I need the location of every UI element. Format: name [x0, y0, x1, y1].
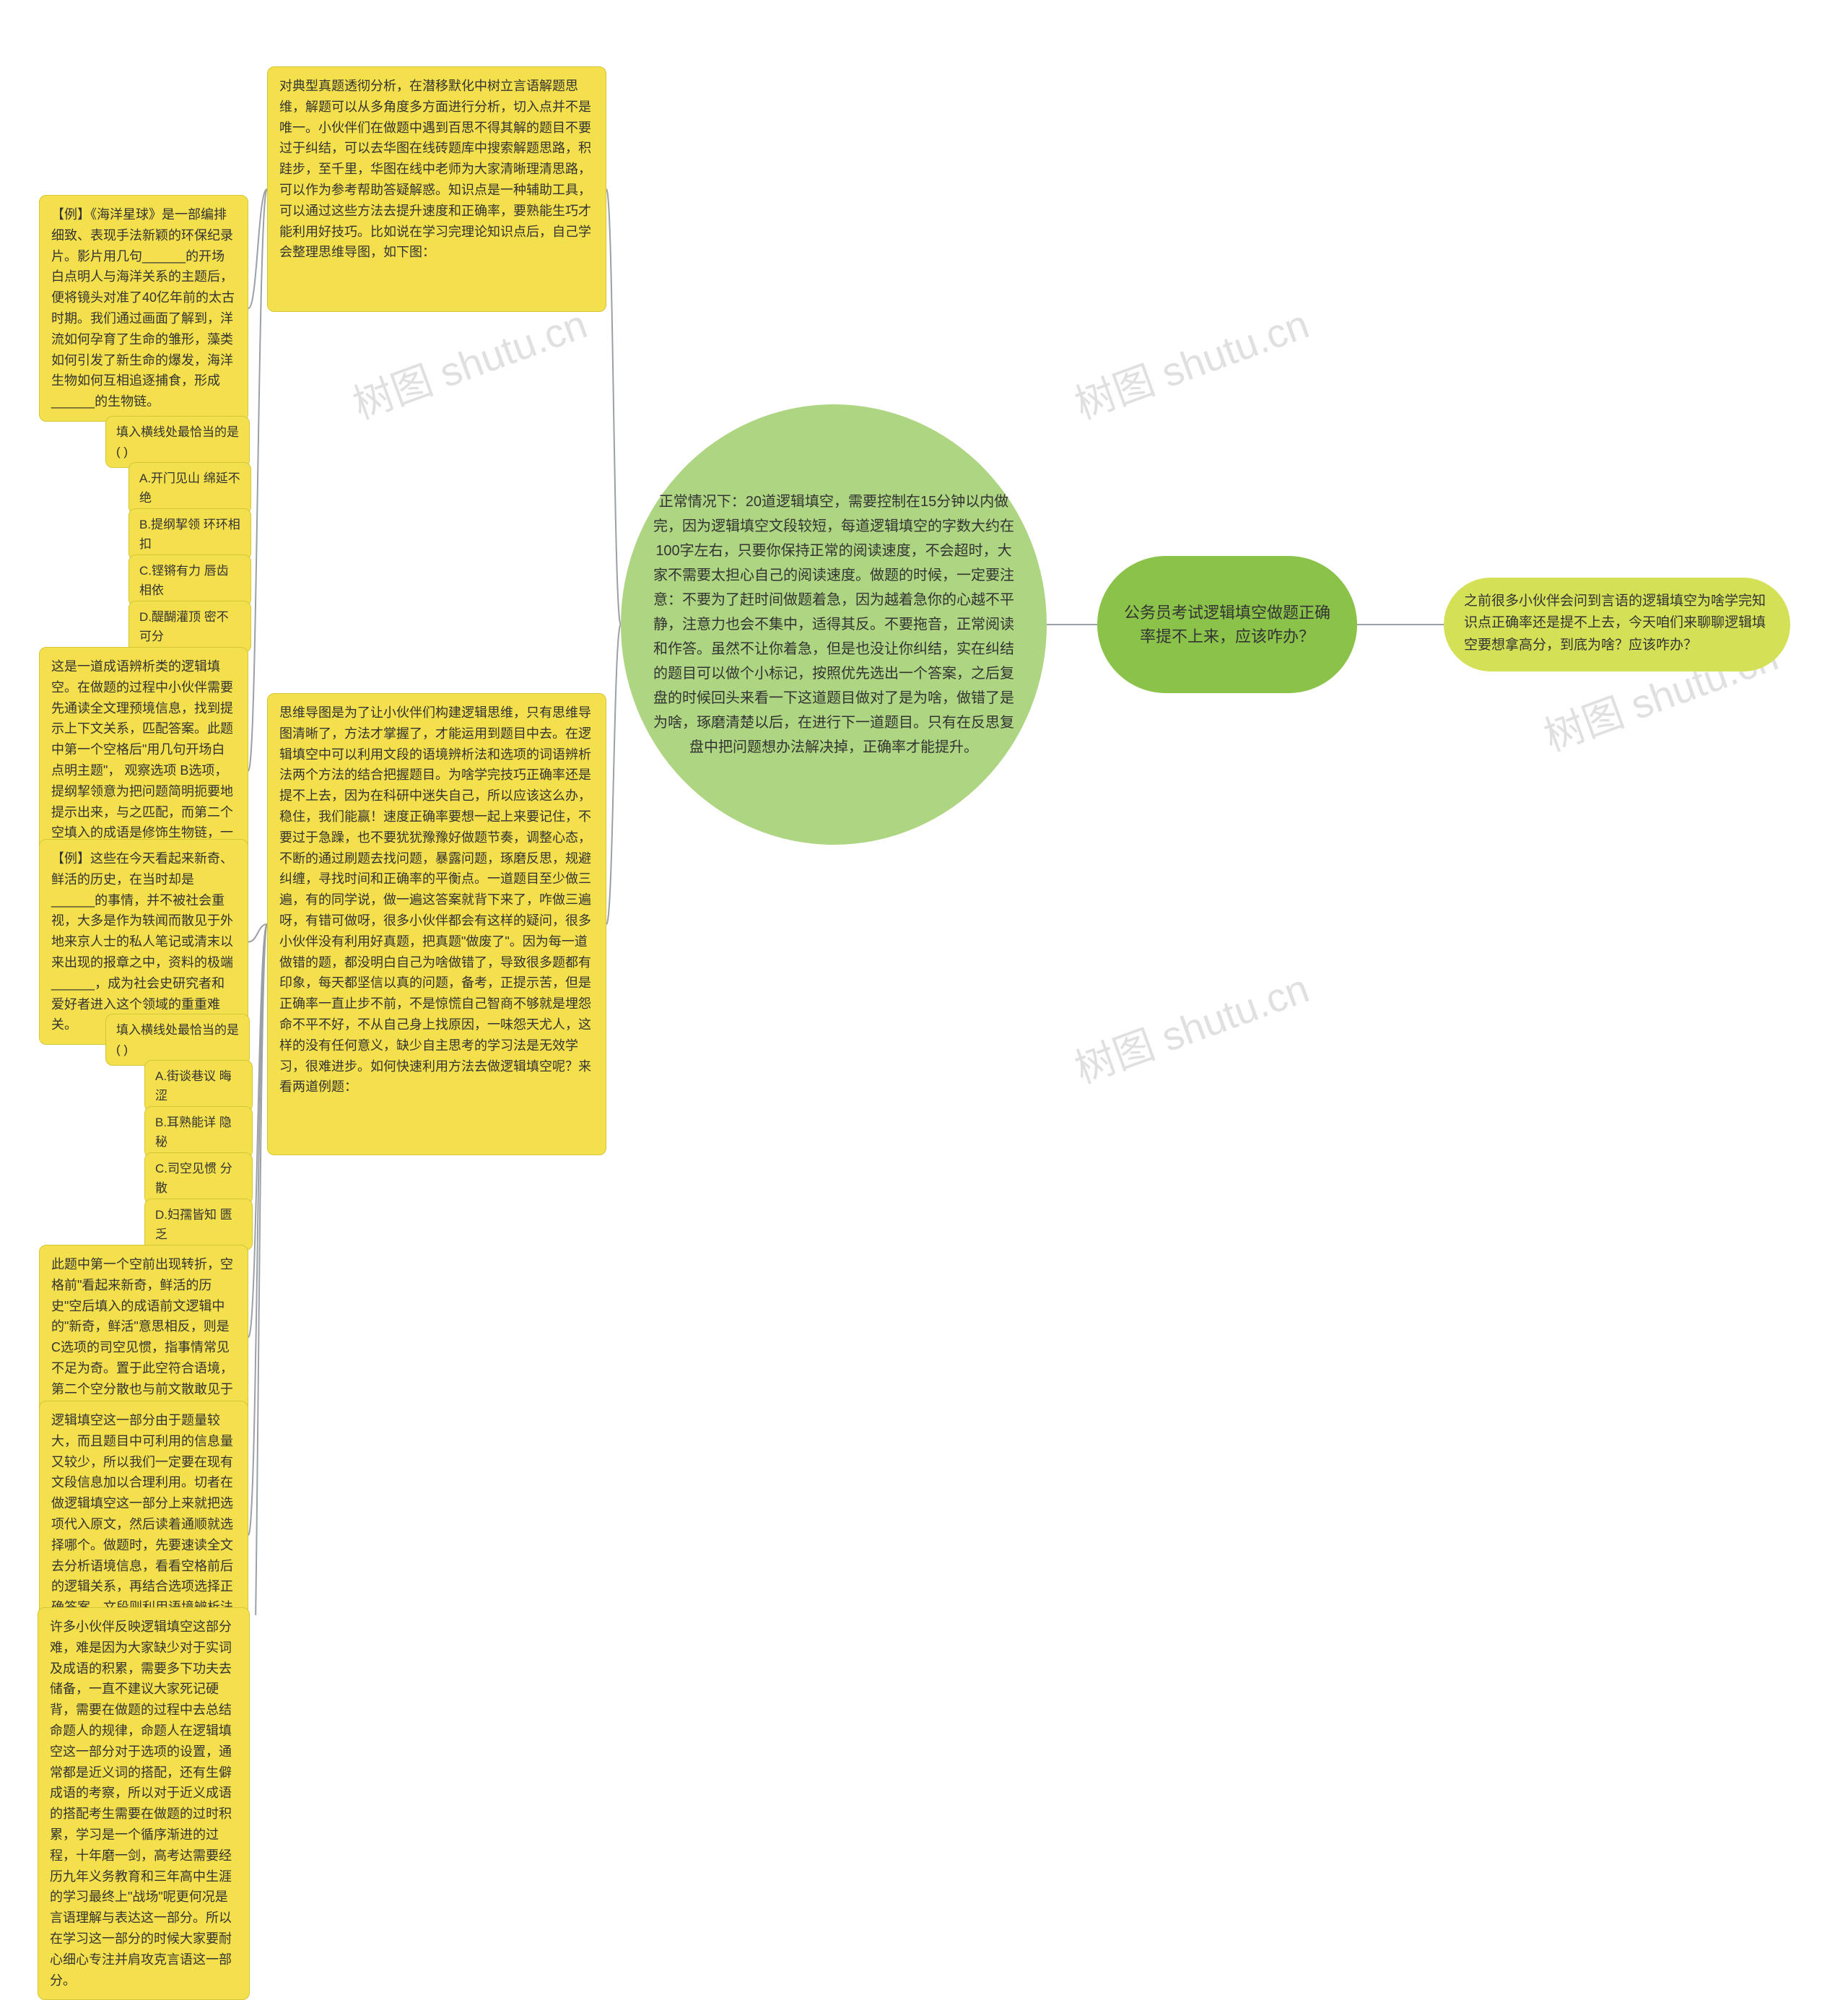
right-child-node[interactable]: 之前很多小伙伴会问到言语的逻辑填空为啥学完知识点正确率还是提不上去，今天咱们来聊…	[1444, 578, 1790, 671]
center-oval-node[interactable]: 正常情况下：20道逻辑填空，需要控制在15分钟以内做完，因为逻辑填空文段较短，每…	[621, 404, 1047, 845]
option-node[interactable]: 填入横线处最恰当的是( )	[105, 416, 250, 468]
watermark: 树图 shutu.cn	[1065, 956, 1316, 1095]
option-node[interactable]: A.街谈巷议 晦涩	[144, 1060, 253, 1112]
option-node[interactable]: D.妇孺皆知 匮乏	[144, 1199, 253, 1251]
mindmap-canvas: 树图 shutu.cn 树图 shutu.cn 树图 shutu.cn 树图 s…	[0, 0, 1848, 1615]
watermark: 树图 shutu.cn	[1065, 292, 1316, 430]
option-node[interactable]: B.耳熟能详 隐秘	[144, 1106, 253, 1158]
watermark: 树图 shutu.cn	[344, 292, 594, 430]
option-node[interactable]: 填入横线处最恰当的是( )	[105, 1014, 250, 1066]
root-node[interactable]: 公务员考试逻辑填空做题正确率提不上来，应该咋办？	[1097, 556, 1357, 693]
paragraph-node[interactable]: 许多小伙伴反映逻辑填空这部分难，难是因为大家缺少对于实词及成语的积累，需要多下功…	[38, 1607, 250, 2000]
option-node[interactable]: C.司空见惯 分散	[144, 1152, 253, 1204]
option-node[interactable]: D.醍醐灌顶 密不可分	[128, 601, 251, 653]
paragraph-node[interactable]: 【例】《海洋星球》是一部编排细致、表现手法新颖的环保纪录片。影片用几句_____…	[39, 195, 248, 422]
yellow-block-top[interactable]: 对典型真题透彻分析，在潜移默化中树立言语解题思维，解题可以从多角度多方面进行分析…	[267, 66, 606, 312]
yellow-block-mid[interactable]: 思维导图是为了让小伙伴们构建逻辑思维，只有思维导图清晰了，方法才掌握了，才能运用…	[267, 693, 606, 1155]
option-node[interactable]: A.开门见山 绵延不绝	[128, 462, 251, 514]
option-node[interactable]: B.提纲挈领 环环相扣	[128, 508, 251, 560]
option-node[interactable]: C.铿锵有力 唇齿相依	[128, 555, 251, 606]
